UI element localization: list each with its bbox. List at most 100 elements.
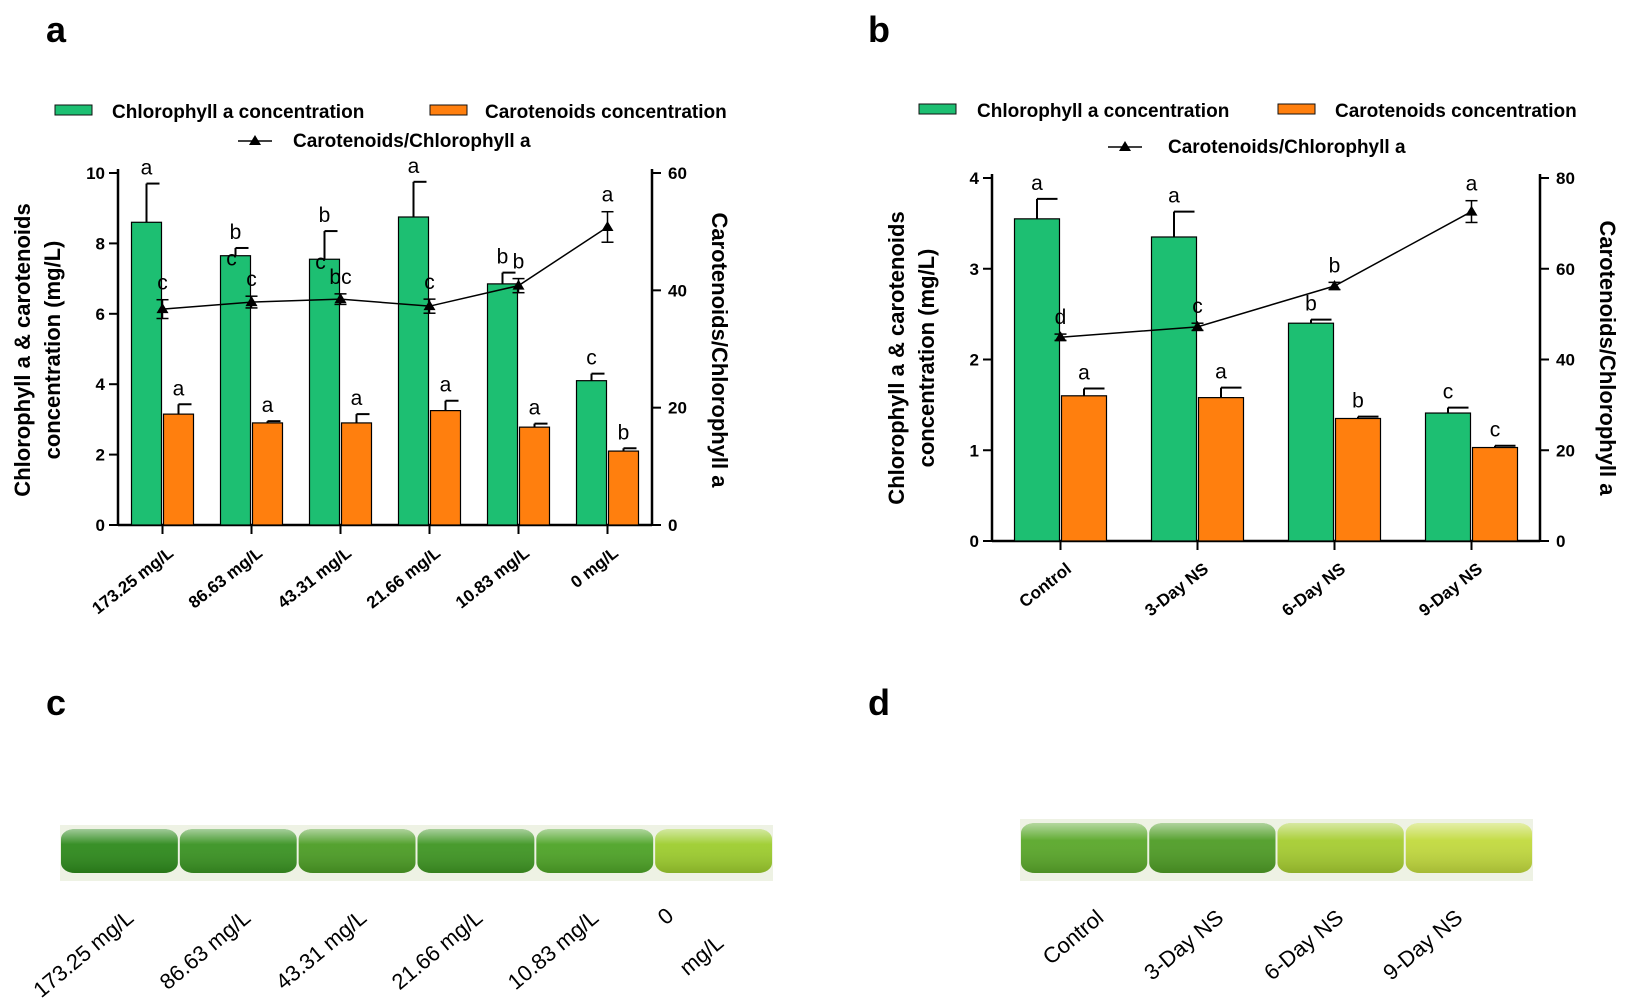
photo-c-label: 173.25 mg/L <box>28 905 138 1003</box>
chart-b-chl-bar <box>1424 412 1472 542</box>
chart-a-ratio-point <box>601 220 614 231</box>
chart-a-chl-bar <box>308 258 341 526</box>
chart-b-ratio-point <box>1328 279 1341 290</box>
panel-letter-b: b <box>868 9 890 50</box>
chart-a-ratio-sig-label: c <box>246 268 257 291</box>
chart-a-ratio-sig-label: bc <box>329 266 351 289</box>
chart-a-ylabel-line1: Chlorophyll a & carotenoids <box>10 203 35 496</box>
chart-a-ytick-label: 6 <box>96 305 105 324</box>
chart-a-car-sig-label: a <box>529 397 541 420</box>
chart-a-ratio-point <box>334 293 347 304</box>
chart-a-category-label: 86.63 mg/L <box>185 543 266 612</box>
chart-b-y2tick-label: 80 <box>1556 169 1575 188</box>
photo-c-flask-glare <box>536 829 654 873</box>
chart-a-car-sig-label: a <box>262 394 274 417</box>
chart-a-chl-sig-label: b <box>230 221 242 244</box>
chart-a-ytick-label: 10 <box>86 164 105 183</box>
chart-a-chl-bar <box>575 380 608 526</box>
chart-b-chl-sig-label: b <box>1305 293 1317 316</box>
photo-d-label: Control <box>1038 905 1108 970</box>
legend-b-chl-label: Chlorophyll a concentration <box>977 101 1229 122</box>
panel-letter-d: d <box>868 682 890 723</box>
photo-c-label: 86.63 mg/L <box>155 905 255 995</box>
chart-a-chl-bar <box>397 216 430 526</box>
chart-b-ytick-label: 4 <box>970 169 980 188</box>
chart-a-ytick-label: 8 <box>96 234 105 253</box>
chart-b-ratio-line <box>1060 210 1472 339</box>
legend-a-car-swatch <box>429 104 468 116</box>
chart-b-ytick-label: 2 <box>970 351 979 370</box>
chart-b-y2tick-label: 0 <box>1556 532 1565 551</box>
chart-b-category-label: Control <box>1016 559 1075 611</box>
photo-d-flask-glare <box>1277 823 1404 873</box>
chart-a-category-label: 21.66 mg/L <box>363 543 444 612</box>
legend-b-ratio-label: Carotenoids/Chlorophyll a <box>1168 137 1406 158</box>
chart-a-chl-sig-label: a <box>141 157 153 180</box>
chart-a-category-label: 10.83 mg/L <box>452 543 533 612</box>
photo-d-label: 9-Day NS <box>1378 905 1467 985</box>
legend-a-ratio-label: Carotenoids/Chlorophyll a <box>293 131 531 152</box>
legend-a-chl-swatch <box>54 104 93 116</box>
chart-b-ratio-sig-label: a <box>1466 173 1478 196</box>
panel-letter-a: a <box>46 9 67 50</box>
chart-b-category-label: 3-Day NS <box>1141 559 1212 620</box>
photo-d: Control 3-Day NS 6-Day NS 9-Day NS <box>1020 819 1533 985</box>
chart-a-ratio-point <box>512 279 525 290</box>
chart-b-category-label: 6-Day NS <box>1278 559 1349 620</box>
chart-a-chl-bar <box>486 283 519 526</box>
panel-letter-c: c <box>46 682 66 723</box>
chart-a-ytick-label: 2 <box>96 446 105 465</box>
chart-b-car-bar <box>1334 417 1382 542</box>
photo-d-flask-glare <box>1149 823 1276 873</box>
chart-a-ratio-sig-label: b <box>513 251 525 274</box>
chart-b-chl-bar <box>1013 218 1061 542</box>
chart-a-category-label: 0 mg/L <box>567 543 622 592</box>
chart-a-chl-sig-label: c <box>586 347 597 370</box>
photo-c-label: 10.83 mg/L <box>503 905 603 995</box>
chart-b-car-sig-label: a <box>1078 362 1090 385</box>
legend-b-car-label: Carotenoids concentration <box>1335 101 1577 122</box>
chart-b-chl-bar <box>1287 322 1335 542</box>
legend-b-car-swatch <box>1277 103 1316 115</box>
legend-b-ratio-marker <box>1119 141 1131 151</box>
chart-b-ytick-label: 3 <box>970 260 979 279</box>
chart-a-ylabel-line2: concentration (mg/L) <box>40 241 65 460</box>
chart-a-y2tick-label: 20 <box>668 399 687 418</box>
chart-a-y2tick-label: 0 <box>668 516 677 535</box>
photo-d-label: 6-Day NS <box>1259 905 1348 985</box>
chart-b-y2tick-label: 20 <box>1556 441 1575 460</box>
photo-c: 173.25 mg/L 86.63 mg/L 43.31 mg/L 21.66 mg/… <box>28 825 773 1002</box>
chart-a-ratio-sig-label: c <box>157 272 168 295</box>
photo-c-flask-glare <box>417 829 535 873</box>
chart-b-y2tick-label: 40 <box>1556 351 1575 370</box>
chart-b-ratio-point <box>1191 320 1204 331</box>
photo-c-label: 21.66 mg/L <box>387 905 487 995</box>
chart-a-car-sig-label: b <box>618 421 630 444</box>
chart-b-ylabel-line1: Chlorophyll a & carotenoids <box>884 211 909 504</box>
chart-a-chl-sig-label: a <box>408 155 420 178</box>
chart-a-ratio-point <box>156 303 169 314</box>
chart-a-car-sig-label: a <box>351 387 363 410</box>
chart-b-ytick-label: 1 <box>970 441 979 460</box>
chart-a-ratio-point <box>423 300 436 311</box>
chart-a-chl-sig-label: b <box>497 246 509 269</box>
chart-b-ratio-point <box>1054 331 1067 342</box>
chart-a-car-bar <box>340 422 373 526</box>
chart-a-ytick-label: 4 <box>96 375 106 394</box>
chart-b-ratio-sig-label: d <box>1055 306 1067 329</box>
chart-a-car-bar <box>162 413 195 526</box>
chart-a-ytick-label: 0 <box>96 516 105 535</box>
chart-b-car-bar <box>1197 397 1245 542</box>
chart-a-chl-bar <box>130 221 163 526</box>
photo-c-flask-glare <box>655 829 772 873</box>
photo-d-flask-glare <box>1405 823 1532 873</box>
chart-a-chl-sig-label: b <box>319 204 331 227</box>
photo-c-backdrop <box>60 825 773 881</box>
chart-a-car-sig-label: a <box>173 377 185 400</box>
chart-b-chl-sig-label: a <box>1168 185 1180 208</box>
chart-b-category-label: 9-Day NS <box>1415 559 1486 620</box>
photo-d-label: 3-Day NS <box>1139 905 1228 985</box>
chart-b-car-bar <box>1060 395 1108 542</box>
chart-a-y2tick-label: 40 <box>668 281 687 300</box>
